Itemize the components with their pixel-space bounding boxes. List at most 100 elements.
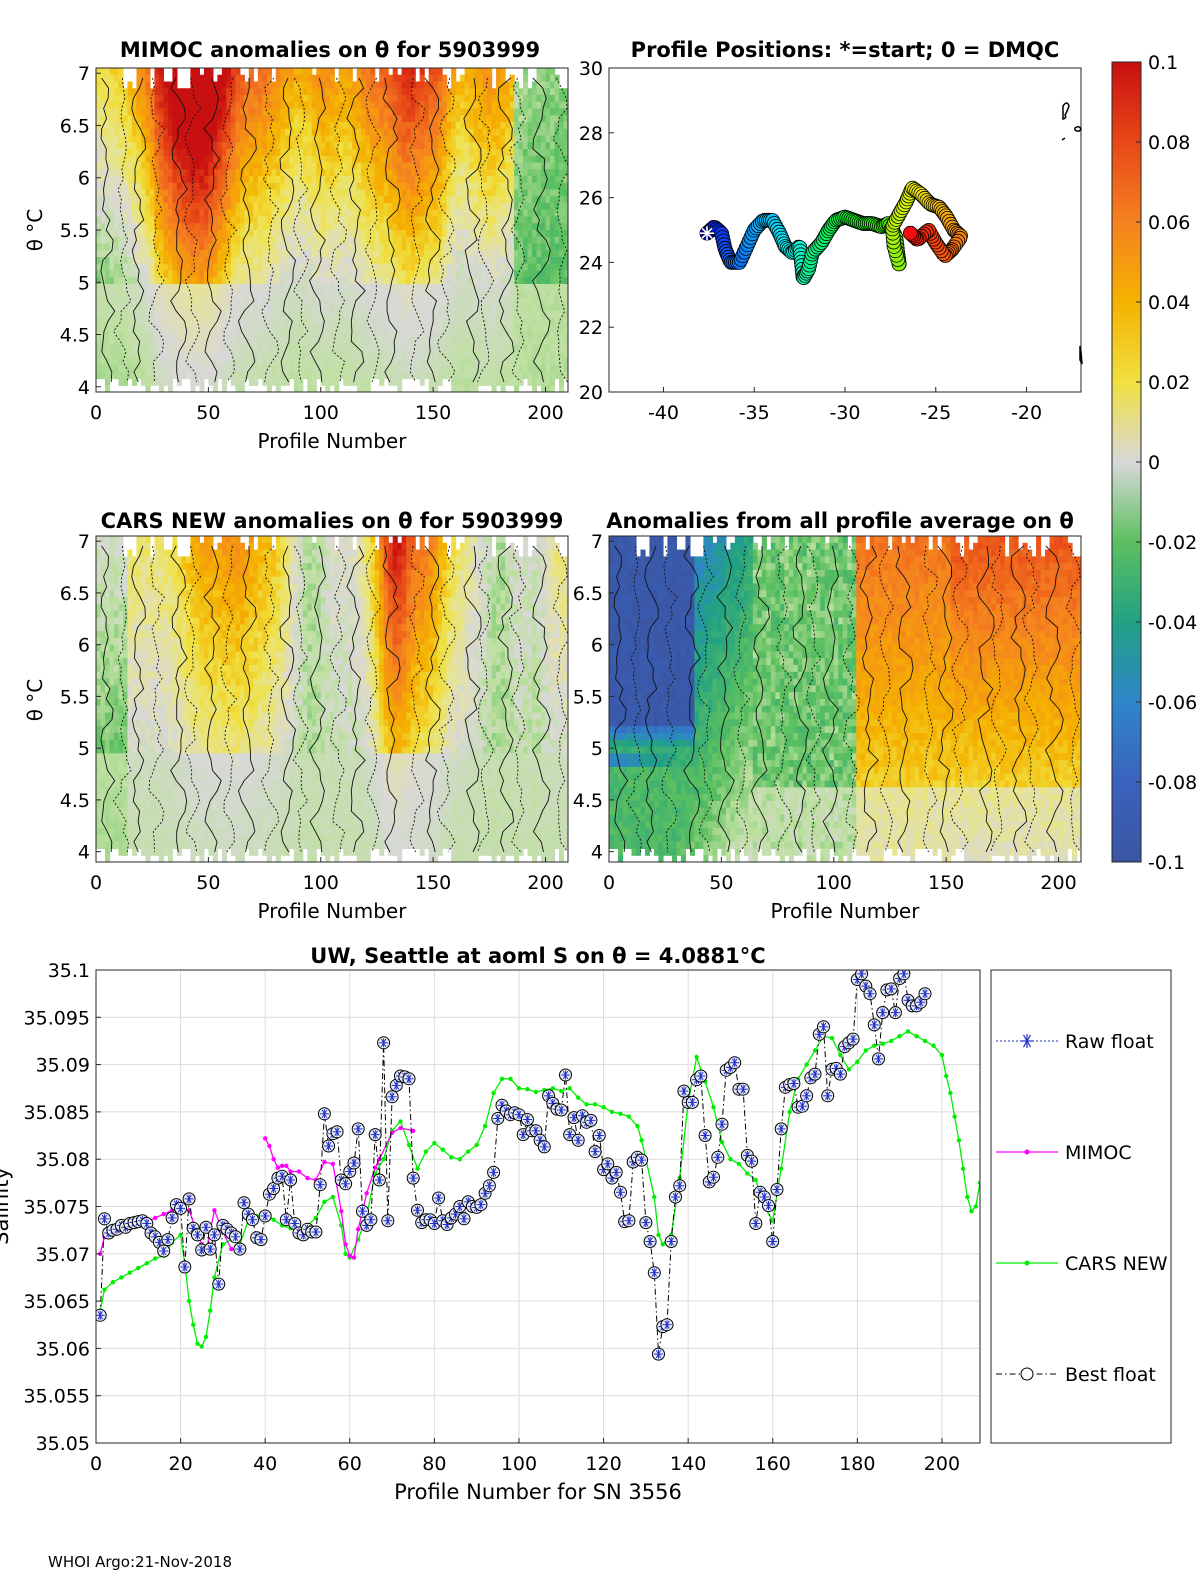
heat-cell [514, 371, 520, 380]
heat-cell [149, 88, 156, 96]
heat-cell [365, 263, 371, 272]
heat-cell [298, 182, 304, 191]
heat-cell [527, 290, 533, 299]
heat-cell [460, 317, 466, 326]
heat-cell [181, 236, 187, 245]
heat-cell [96, 371, 102, 380]
heat-cell [262, 128, 268, 137]
heat-cell [487, 115, 493, 123]
heat-cell [329, 331, 335, 339]
heat-cell [469, 189, 475, 197]
heat-cell [473, 290, 479, 299]
heat-cell [482, 351, 488, 359]
heat-cell [96, 351, 102, 359]
heat-cell [208, 74, 214, 83]
heat-cell [316, 142, 322, 150]
heat-cell [118, 209, 124, 218]
heat-cell [527, 216, 533, 224]
heat-cell [158, 189, 165, 197]
heat-cell [320, 196, 326, 204]
heat-cell [545, 101, 551, 110]
heat-cell [280, 169, 286, 177]
heat-cell [104, 236, 111, 245]
heat-cell [199, 142, 205, 150]
heat-cell [284, 128, 290, 137]
heat-cell [158, 115, 165, 123]
heat-cell [428, 162, 434, 170]
heat-cell [397, 155, 403, 164]
heat-cell [221, 68, 227, 76]
heat-cell [203, 297, 209, 305]
heat-cell [131, 371, 138, 380]
heat-cell [478, 74, 484, 83]
heat-cell [442, 365, 448, 373]
heat-cell [275, 135, 281, 143]
heat-cell [392, 149, 398, 157]
heat-cell [109, 196, 115, 204]
heat-cell [293, 209, 299, 218]
heat-cell [244, 135, 250, 143]
heat-cell [419, 155, 425, 164]
heat-cell [500, 189, 506, 197]
heat-cell [221, 88, 227, 96]
heat-cell [374, 95, 380, 103]
heat-cell [104, 122, 111, 130]
heat-cell [374, 324, 380, 332]
heat-cell [383, 155, 389, 164]
heat-cell [365, 203, 371, 211]
mimoc-panel: MIMOC anomalies on θ for 5903999 0 50 100 1… [23, 38, 569, 453]
heat-cell [316, 257, 322, 265]
heat-cell [163, 216, 169, 224]
heat-cell [518, 365, 524, 373]
heat-cell [491, 338, 497, 346]
heat-cell [158, 344, 165, 353]
heat-cell [455, 331, 461, 339]
heat-cell [194, 358, 200, 366]
heat-cell [379, 189, 385, 197]
heat-cell [545, 128, 551, 137]
heat-cell [203, 311, 209, 319]
heat-cell [230, 142, 236, 150]
heat-cell [523, 149, 529, 157]
heat-cell [365, 236, 371, 245]
heat-cell [154, 311, 160, 319]
heat-cell [203, 223, 209, 231]
heat-cell [460, 304, 466, 312]
heat-cell [172, 257, 178, 265]
heat-cell [122, 135, 129, 143]
heat-cell [194, 149, 200, 157]
heat-cell [266, 371, 272, 380]
heat-cell [406, 135, 412, 143]
heat-cell [482, 277, 488, 285]
heat-cell [100, 135, 106, 143]
heat-cell [149, 290, 156, 299]
heat-cell [167, 209, 174, 218]
heat-cell [442, 196, 448, 204]
heat-cell [509, 149, 515, 157]
heat-cell [136, 155, 142, 164]
heat-cell [541, 95, 547, 103]
heat-cell [325, 88, 331, 96]
heat-cell [559, 135, 565, 143]
heat-cell [158, 236, 165, 245]
heat-cell [316, 182, 322, 191]
heat-cell [154, 230, 160, 238]
heat-cell [428, 263, 434, 272]
heat-cell [415, 371, 421, 380]
heat-cell [478, 358, 484, 366]
heat-cell [145, 263, 151, 272]
heat-cell [361, 243, 367, 251]
heat-cell [307, 115, 313, 123]
heat-cell [442, 122, 448, 130]
heat-cell [365, 122, 371, 130]
heat-cell [392, 277, 398, 285]
heat-cell [163, 128, 169, 137]
heat-cell [316, 196, 322, 204]
heat-cell [289, 304, 295, 312]
heat-cell [496, 371, 502, 380]
heat-cell [563, 88, 568, 96]
heat-cell [554, 142, 560, 150]
heat-cell [293, 351, 299, 359]
contour-positive [531, 77, 551, 383]
heat-cell [532, 108, 538, 116]
